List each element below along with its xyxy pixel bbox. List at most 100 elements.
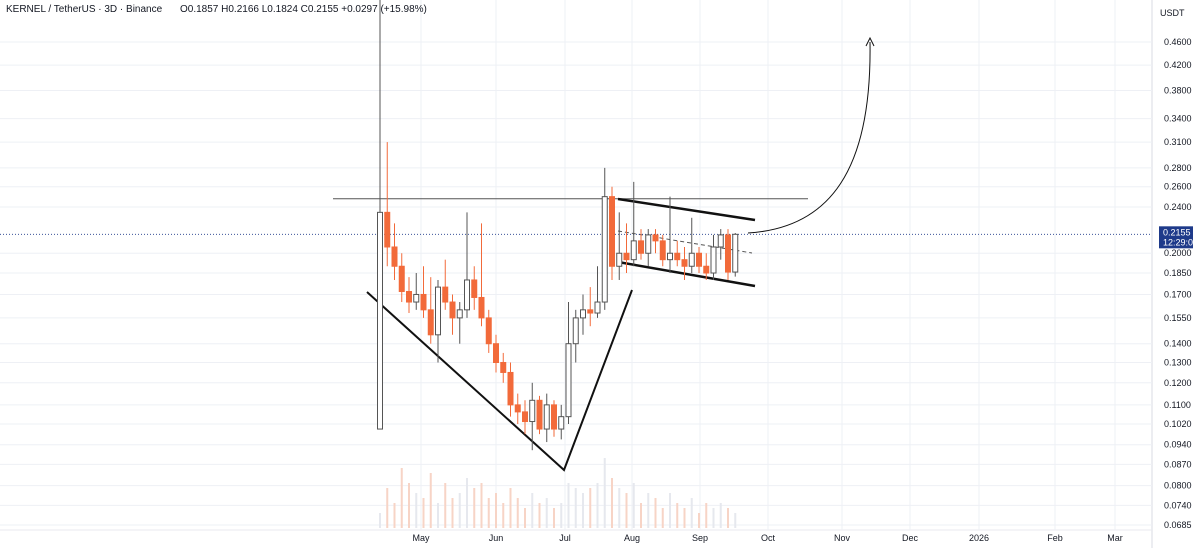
flag-lower-line[interactable] — [617, 260, 756, 288]
candle — [630, 181, 637, 267]
candle — [507, 362, 514, 417]
volume-bar — [444, 483, 447, 528]
volume-bar — [676, 503, 679, 528]
volume-bar — [705, 503, 708, 528]
volume-bar — [661, 508, 664, 528]
countdown-badge-value: 12:29:03 — [1163, 237, 1198, 247]
volume-bar — [647, 493, 650, 528]
candle — [587, 287, 594, 327]
candle — [449, 294, 456, 335]
volume-bar — [640, 503, 642, 528]
price-badge: 0.2155 12:29:03 — [1159, 226, 1198, 249]
candle — [522, 400, 528, 435]
volume-bar — [502, 503, 505, 528]
time-axis[interactable]: May Jun Jul Aug Sep Oct Nov Dec 2026 Feb Mar — [412, 533, 1122, 543]
candle — [601, 167, 608, 310]
volume-bar — [734, 513, 737, 528]
candle — [551, 400, 557, 437]
x-tick-label: Mar — [1107, 533, 1123, 543]
candle — [580, 294, 586, 335]
candle — [594, 266, 601, 318]
cup-trendline[interactable] — [366, 289, 633, 472]
volume-bar — [451, 498, 454, 528]
arrow-head-icon — [865, 36, 875, 47]
y-tick-label: 0.1300 — [1164, 358, 1192, 368]
candle — [485, 309, 492, 353]
candle — [543, 393, 550, 443]
y-tick-label: 0.0740 — [1164, 500, 1192, 510]
x-tick-label: Feb — [1047, 533, 1063, 543]
volume-bar — [379, 513, 381, 528]
x-tick-label: Dec — [902, 533, 919, 543]
candle — [529, 382, 536, 451]
volume-bar — [582, 493, 584, 528]
candle — [732, 233, 739, 277]
candle — [377, 0, 383, 430]
candle — [688, 217, 695, 274]
candle — [565, 302, 572, 425]
volume-bar — [473, 488, 476, 528]
candle — [420, 266, 427, 318]
price-axis[interactable]: 0.0685 0.0740 0.0800 0.0870 0.0940 0.1020 0.11… — [1164, 37, 1192, 530]
volume-bar — [698, 513, 700, 528]
volume-bar — [611, 478, 613, 528]
x-tick-label: May — [412, 533, 430, 543]
projection-arrow[interactable] — [747, 41, 871, 234]
candle — [616, 212, 623, 280]
candles — [377, 0, 739, 451]
volume-bar — [524, 508, 526, 528]
volume-bar — [531, 493, 534, 528]
x-tick-label: Jul — [559, 533, 571, 543]
y-tick-label: 0.1100 — [1164, 400, 1191, 410]
candle — [514, 393, 521, 425]
y-tick-label: 0.1200 — [1164, 378, 1192, 388]
candle — [623, 223, 630, 274]
flag-upper-line[interactable] — [617, 197, 756, 222]
candle — [717, 229, 724, 260]
volume-bar — [690, 498, 693, 528]
candle — [493, 334, 499, 373]
y-tick-label: 0.3800 — [1164, 85, 1192, 95]
volume-bar — [669, 493, 671, 528]
x-tick-label: Jun — [489, 533, 504, 543]
volume-bar — [509, 488, 512, 528]
grid — [0, 0, 1153, 548]
volume-bar — [727, 508, 729, 528]
volume-bar — [719, 503, 722, 528]
candle — [442, 259, 449, 310]
volume-bar — [458, 493, 461, 528]
candle — [572, 309, 579, 363]
volume-bar — [625, 493, 628, 528]
y-tick-label: 0.3400 — [1164, 114, 1192, 124]
volume-bar — [538, 503, 541, 528]
candle — [464, 212, 470, 318]
volume-bar — [408, 483, 410, 528]
volume-bar — [574, 488, 577, 528]
y-tick-label: 0.2800 — [1164, 163, 1192, 173]
y-tick-label: 0.3100 — [1164, 137, 1192, 147]
candle — [710, 234, 717, 280]
volume-bar — [495, 493, 497, 528]
candle — [384, 142, 391, 267]
volume-bar — [480, 483, 483, 528]
candle — [427, 277, 434, 344]
x-tick-label: Oct — [761, 533, 776, 543]
y-tick-label: 0.0685 — [1164, 520, 1192, 530]
candle — [652, 229, 659, 254]
volume-bar — [422, 498, 425, 528]
volume-bar — [545, 498, 548, 528]
volume-bar — [618, 488, 621, 528]
chart-legend-symbol[interactable]: KERNEL / TetherUS · 3D · Binance — [6, 4, 163, 15]
y-tick-label: 0.0800 — [1164, 481, 1192, 491]
volume-bar — [466, 478, 468, 528]
volume-bar — [487, 498, 490, 528]
candle — [406, 277, 412, 314]
x-tick-label: Aug — [624, 533, 640, 543]
currency-label: USDT — [1160, 8, 1185, 18]
candle — [478, 223, 485, 327]
volume-bar — [683, 508, 686, 528]
candle — [725, 229, 731, 280]
candle — [645, 229, 652, 267]
candle — [398, 253, 405, 303]
